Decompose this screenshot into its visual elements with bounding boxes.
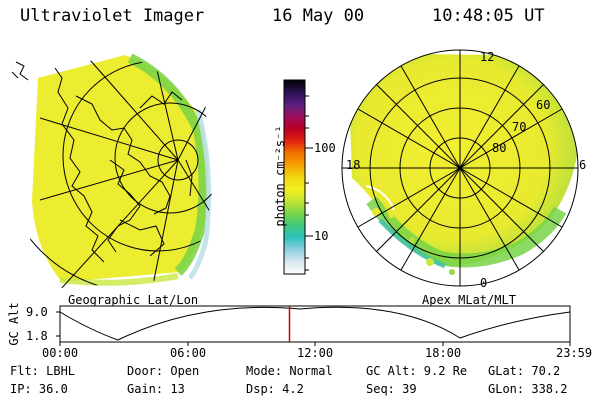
gc-alt-info: GC Alt: 9.2 Re (366, 364, 468, 378)
coastlines (11, 61, 193, 263)
colorbar-unit-label: photon cm⁻²s⁻¹ (273, 125, 287, 227)
mlt-label-18: 18 (346, 158, 361, 172)
mlat-label-80: 80 (492, 141, 507, 155)
time-tick-1200: 12:00 (297, 346, 334, 360)
filter-info: Flt: LBHL (10, 364, 76, 378)
altitude-tick-9: 9.0 (26, 305, 48, 319)
time-tick-0000: 00:00 (42, 346, 79, 360)
mlt-label-6: 6 (579, 158, 587, 172)
altitude-axis-title: GC Alt (7, 302, 21, 346)
instrument-title: Ultraviolet Imager (20, 6, 205, 26)
dsp-info: Dsp: 4.2 (246, 382, 304, 396)
colorbar-tick-100: 100 (314, 141, 336, 155)
mlat-label-60: 60 (536, 98, 551, 112)
seq-info: Seq: 39 (366, 382, 417, 396)
polar-grid (341, 49, 579, 287)
time-tick-0600: 06:00 (170, 346, 207, 360)
time-tick-1800: 18:00 (425, 346, 462, 360)
colorbar (283, 79, 313, 275)
glon-info: GLon: 338.2 (488, 382, 568, 396)
apex-caption: Apex MLat/MLT (422, 293, 516, 307)
colorbar-tick-10: 10 (314, 229, 329, 243)
date-label: 16 May 00 (272, 6, 365, 26)
mlt-label-12: 12 (480, 50, 495, 64)
altitude-tick-1-8: 1.8 (26, 329, 48, 343)
geographic-caption: Geographic Lat/Lon (68, 293, 199, 307)
mode-info: Mode: Normal (246, 364, 333, 378)
time-label: 10:48:05 UT (432, 6, 545, 26)
door-info: Door: Open (127, 364, 200, 378)
glat-info: GLat: 70.2 (488, 364, 561, 378)
geographic-image (32, 53, 212, 286)
altitude-plot (56, 305, 571, 346)
mlat-label-70: 70 (512, 120, 527, 134)
mlt-label-0: 0 (480, 276, 488, 290)
ip-info: IP: 36.0 (10, 382, 68, 396)
time-tick-2359: 23:59 (556, 346, 593, 360)
gain-info: Gain: 13 (127, 382, 185, 396)
